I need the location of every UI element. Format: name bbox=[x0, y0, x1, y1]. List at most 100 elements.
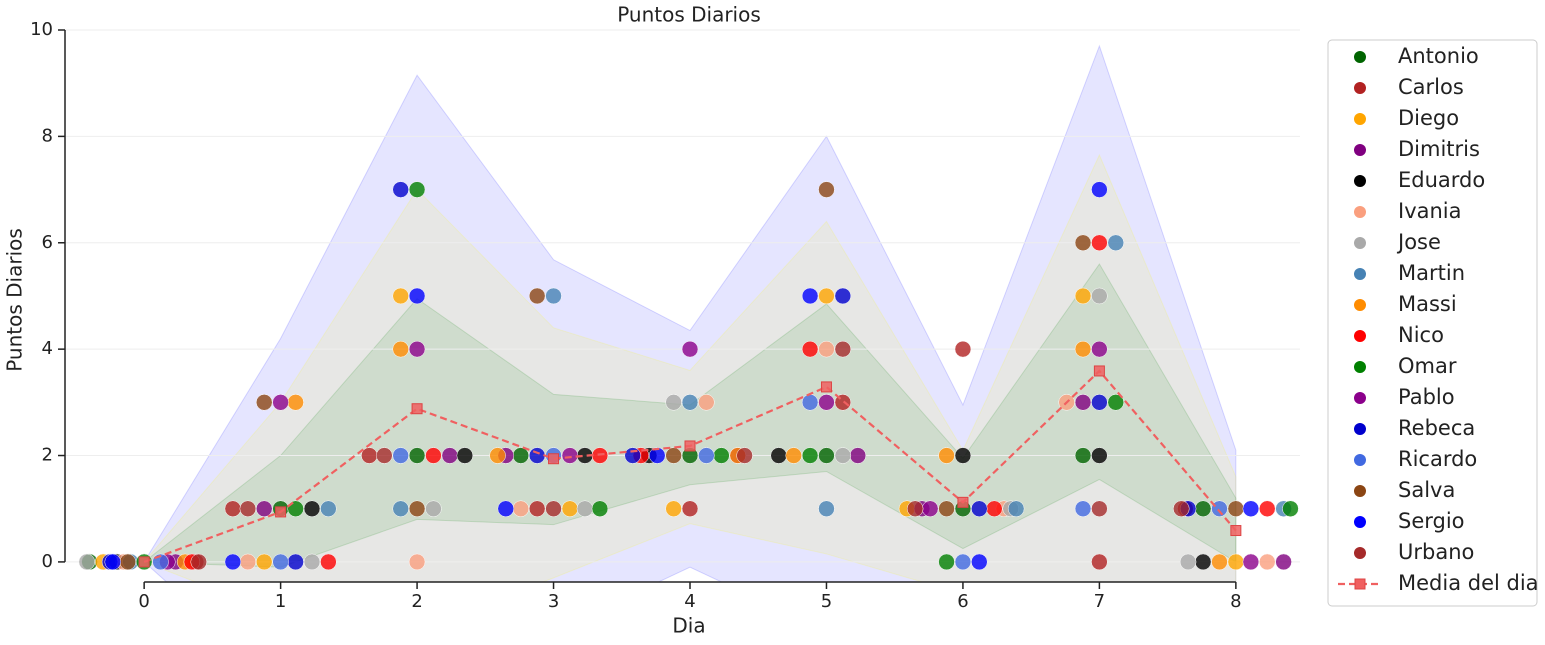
point bbox=[528, 447, 546, 464]
point bbox=[272, 394, 289, 411]
point bbox=[78, 553, 96, 571]
point bbox=[938, 553, 955, 571]
x-axis-label: Dia bbox=[672, 614, 705, 638]
point bbox=[785, 447, 802, 464]
mean-marker bbox=[138, 556, 150, 568]
point bbox=[408, 287, 426, 305]
point bbox=[392, 181, 409, 198]
point bbox=[770, 447, 787, 464]
point bbox=[441, 447, 459, 464]
mean-marker bbox=[820, 381, 832, 393]
point bbox=[528, 500, 546, 517]
plot-area bbox=[65, 29, 1300, 582]
point bbox=[1007, 500, 1025, 517]
point bbox=[545, 500, 562, 517]
chart-title: Puntos Diarios bbox=[617, 3, 761, 27]
point bbox=[818, 447, 835, 464]
point bbox=[1194, 553, 1212, 571]
point bbox=[1107, 394, 1125, 411]
point bbox=[512, 500, 530, 517]
point bbox=[954, 553, 972, 571]
x-tick-label: 3 bbox=[548, 591, 559, 612]
legend-marker bbox=[1354, 51, 1366, 63]
point bbox=[1074, 340, 1092, 358]
legend-label: Diego bbox=[1398, 106, 1459, 130]
point bbox=[287, 500, 304, 517]
y-tick-label: 8 bbox=[42, 125, 53, 146]
point bbox=[456, 447, 474, 464]
point bbox=[361, 447, 378, 464]
point bbox=[713, 447, 730, 464]
point bbox=[938, 447, 955, 464]
point bbox=[954, 340, 972, 358]
point bbox=[190, 553, 207, 571]
x-tick-label: 1 bbox=[275, 591, 286, 612]
legend-label: Ricardo bbox=[1398, 447, 1477, 471]
point bbox=[392, 340, 409, 358]
point bbox=[818, 500, 835, 517]
point bbox=[287, 394, 304, 411]
point bbox=[255, 394, 273, 411]
y-axis-label: Puntos Diarios bbox=[3, 228, 27, 372]
legend-label: Martin bbox=[1398, 261, 1465, 285]
point bbox=[906, 500, 924, 517]
point bbox=[681, 340, 699, 358]
point bbox=[665, 394, 682, 411]
point bbox=[591, 447, 609, 464]
mean-marker bbox=[548, 453, 560, 465]
point bbox=[1091, 394, 1108, 411]
point bbox=[224, 553, 242, 571]
legend-box bbox=[1327, 39, 1538, 607]
point bbox=[1091, 500, 1108, 517]
point bbox=[392, 447, 409, 464]
x-tick-label: 4 bbox=[684, 591, 695, 612]
point bbox=[801, 340, 819, 358]
legend-marker bbox=[1354, 144, 1366, 156]
legend-marker bbox=[1354, 454, 1366, 466]
point bbox=[921, 500, 939, 517]
legend: Antonio Carlos Diego Dimitris Eduardo Ivania J… bbox=[1327, 39, 1539, 607]
legend-label: Dimitris bbox=[1398, 137, 1480, 161]
point bbox=[938, 500, 955, 517]
point bbox=[1242, 500, 1260, 517]
point bbox=[1091, 287, 1108, 305]
point bbox=[408, 181, 426, 198]
x-tick-label: 2 bbox=[411, 591, 422, 612]
point bbox=[834, 287, 852, 305]
legend-marker bbox=[1354, 206, 1366, 218]
legend-marker bbox=[1354, 485, 1366, 497]
point bbox=[1211, 553, 1228, 571]
point bbox=[320, 553, 337, 571]
point bbox=[1074, 394, 1092, 411]
point bbox=[591, 500, 609, 517]
point bbox=[1074, 287, 1092, 305]
legend-label: Omar bbox=[1398, 354, 1457, 378]
point bbox=[376, 447, 393, 464]
point bbox=[954, 447, 972, 464]
point bbox=[624, 447, 641, 464]
legend-label: Urbano bbox=[1398, 540, 1474, 564]
point bbox=[1194, 500, 1212, 517]
legend-label: Pablo bbox=[1398, 385, 1455, 409]
point bbox=[408, 447, 426, 464]
y-tick-label: 0 bbox=[42, 551, 53, 572]
point bbox=[1275, 553, 1292, 571]
point bbox=[528, 287, 546, 305]
x-tick-label: 8 bbox=[1230, 591, 1241, 612]
point bbox=[986, 500, 1003, 517]
point bbox=[576, 500, 594, 517]
point bbox=[408, 340, 426, 358]
legend-marker bbox=[1354, 578, 1366, 590]
point bbox=[665, 447, 682, 464]
point bbox=[849, 447, 867, 464]
point bbox=[119, 553, 137, 571]
axes: 0 2 4 6 8 10 0 1 2 3 4 5 6 7 8 bbox=[30, 19, 1241, 612]
legend-marker bbox=[1354, 423, 1366, 435]
point bbox=[239, 500, 257, 517]
legend-label: Rebeca bbox=[1398, 416, 1475, 440]
legend-label: Media del dia bbox=[1398, 571, 1539, 595]
mean-marker bbox=[275, 506, 287, 518]
point bbox=[1242, 553, 1260, 571]
mean-marker bbox=[684, 440, 696, 452]
x-tick-label: 0 bbox=[138, 591, 149, 612]
